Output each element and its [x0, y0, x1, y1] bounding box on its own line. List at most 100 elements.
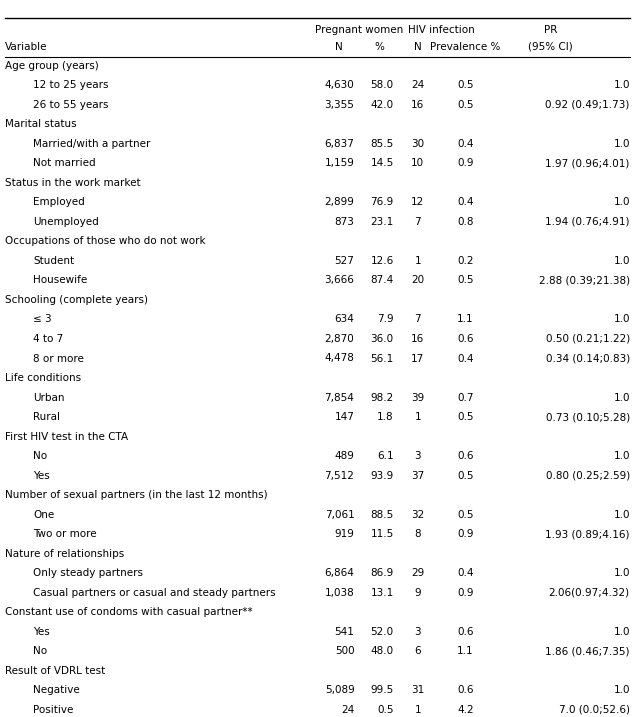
Text: 0.4: 0.4	[457, 568, 473, 578]
Text: 24: 24	[411, 80, 424, 90]
Text: 7: 7	[415, 217, 421, 227]
Text: N: N	[414, 42, 422, 52]
Text: Number of sexual partners (in the last 12 months): Number of sexual partners (in the last 1…	[5, 490, 268, 500]
Text: Urban: Urban	[33, 392, 65, 402]
Text: 1.0: 1.0	[613, 685, 630, 695]
Text: 10: 10	[411, 158, 424, 168]
Text: Yes: Yes	[33, 470, 49, 480]
Text: 1.0: 1.0	[613, 80, 630, 90]
Text: No: No	[33, 451, 47, 461]
Text: 1.0: 1.0	[613, 451, 630, 461]
Text: 634: 634	[335, 315, 354, 325]
Text: Casual partners or casual and steady partners: Casual partners or casual and steady par…	[33, 587, 275, 597]
Text: 0.5: 0.5	[457, 470, 473, 480]
Text: No: No	[33, 646, 47, 656]
Text: 0.2: 0.2	[457, 256, 473, 266]
Text: 6,837: 6,837	[325, 139, 354, 149]
Text: 9: 9	[415, 587, 421, 597]
Text: 1.1: 1.1	[457, 315, 473, 325]
Text: 1.8: 1.8	[377, 412, 394, 422]
Text: 1.0: 1.0	[613, 627, 630, 637]
Text: 86.9: 86.9	[370, 568, 394, 578]
Text: 1.0: 1.0	[613, 197, 630, 207]
Text: 12: 12	[411, 197, 424, 207]
Text: Schooling (complete years): Schooling (complete years)	[5, 295, 148, 305]
Text: 5,089: 5,089	[325, 685, 354, 695]
Text: Student: Student	[33, 256, 74, 266]
Text: 1.86 (0.46;7.35): 1.86 (0.46;7.35)	[546, 646, 630, 656]
Text: 919: 919	[335, 529, 354, 539]
Text: 1: 1	[415, 256, 421, 266]
Text: 0.5: 0.5	[457, 100, 473, 110]
Text: 36.0: 36.0	[370, 334, 394, 344]
Text: 1.93 (0.89;4.16): 1.93 (0.89;4.16)	[546, 529, 630, 539]
Text: 7: 7	[415, 315, 421, 325]
Text: 147: 147	[335, 412, 354, 422]
Text: 1.0: 1.0	[613, 256, 630, 266]
Text: 2,899: 2,899	[325, 197, 354, 207]
Text: 1.0: 1.0	[613, 139, 630, 149]
Text: 11.5: 11.5	[370, 529, 394, 539]
Text: 0.4: 0.4	[457, 197, 473, 207]
Text: 0.50 (0.21;1.22): 0.50 (0.21;1.22)	[546, 334, 630, 344]
Text: 31: 31	[411, 685, 424, 695]
Text: 0.8: 0.8	[457, 217, 473, 227]
Text: 4.2: 4.2	[457, 705, 473, 715]
Text: Result of VDRL test: Result of VDRL test	[5, 665, 105, 675]
Text: 3,666: 3,666	[325, 275, 354, 285]
Text: Yes: Yes	[33, 627, 49, 637]
Text: 93.9: 93.9	[370, 470, 394, 480]
Text: 12 to 25 years: 12 to 25 years	[33, 80, 108, 90]
Text: 873: 873	[335, 217, 354, 227]
Text: 1,038: 1,038	[325, 587, 354, 597]
Text: 489: 489	[335, 451, 354, 461]
Text: 4 to 7: 4 to 7	[33, 334, 63, 344]
Text: N: N	[335, 42, 342, 52]
Text: 76.9: 76.9	[370, 197, 394, 207]
Text: Housewife: Housewife	[33, 275, 87, 285]
Text: 0.73 (0.10;5.28): 0.73 (0.10;5.28)	[546, 412, 630, 422]
Text: 23.1: 23.1	[370, 217, 394, 227]
Text: Age group (years): Age group (years)	[5, 61, 99, 71]
Text: 29: 29	[411, 568, 424, 578]
Text: Employed: Employed	[33, 197, 85, 207]
Text: 0.5: 0.5	[457, 275, 473, 285]
Text: Status in the work market: Status in the work market	[5, 178, 141, 188]
Text: 3: 3	[415, 627, 421, 637]
Text: 527: 527	[335, 256, 354, 266]
Text: 14.5: 14.5	[370, 158, 394, 168]
Text: 0.9: 0.9	[457, 587, 473, 597]
Text: 4,478: 4,478	[325, 353, 354, 364]
Text: 1.94 (0.76;4.91): 1.94 (0.76;4.91)	[546, 217, 630, 227]
Text: 1: 1	[415, 412, 421, 422]
Text: 1.0: 1.0	[613, 510, 630, 520]
Text: 1.0: 1.0	[613, 392, 630, 402]
Text: 0.5: 0.5	[457, 510, 473, 520]
Text: 8 or more: 8 or more	[33, 353, 84, 364]
Text: 20: 20	[411, 275, 424, 285]
Text: 1,159: 1,159	[325, 158, 354, 168]
Text: 0.9: 0.9	[457, 158, 473, 168]
Text: 99.5: 99.5	[370, 685, 394, 695]
Text: 500: 500	[335, 646, 354, 656]
Text: 7,512: 7,512	[325, 470, 354, 480]
Text: 3,355: 3,355	[325, 100, 354, 110]
Text: Unemployed: Unemployed	[33, 217, 99, 227]
Text: 8: 8	[415, 529, 421, 539]
Text: One: One	[33, 510, 54, 520]
Text: Negative: Negative	[33, 685, 80, 695]
Text: 1: 1	[415, 705, 421, 715]
Text: 2.88 (0.39;21.38): 2.88 (0.39;21.38)	[539, 275, 630, 285]
Text: 0.4: 0.4	[457, 139, 473, 149]
Text: 6.1: 6.1	[377, 451, 394, 461]
Text: 52.0: 52.0	[370, 627, 394, 637]
Text: 1.0: 1.0	[613, 568, 630, 578]
Text: Life conditions: Life conditions	[5, 373, 81, 383]
Text: Nature of relationships: Nature of relationships	[5, 549, 124, 559]
Text: 2.06(0.97;4.32): 2.06(0.97;4.32)	[549, 587, 630, 597]
Text: 16: 16	[411, 334, 424, 344]
Text: 26 to 55 years: 26 to 55 years	[33, 100, 108, 110]
Text: Pregnant women: Pregnant women	[315, 25, 403, 35]
Text: 48.0: 48.0	[370, 646, 394, 656]
Text: 56.1: 56.1	[370, 353, 394, 364]
